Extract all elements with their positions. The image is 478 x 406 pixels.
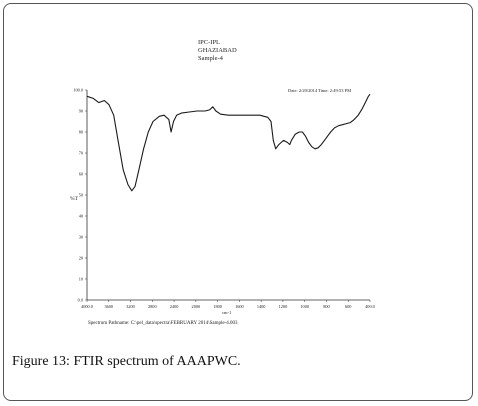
y-tick-label: 30 [79,235,83,240]
x-tick-label: 3200 [126,304,135,309]
figure-label: Figure 13: [12,354,70,369]
x-tick-label: 1400 [257,304,266,309]
x-tick-label: 3600 [104,304,113,309]
chart-time: Time: 2:49:53 PM [318,88,351,93]
x-tick-label: 2400 [170,304,179,309]
y-tick-label: 40 [79,214,83,219]
x-tick-label: 4000.0 [81,304,93,309]
header-line3: Sample-4 [198,55,224,62]
x-tick-label: 1200 [279,304,288,309]
header-line2: GHAZIABAD [198,47,237,54]
x-tick-labels: 4000.0 3600 3200 2800 2400 2000 1800 1600 1400 12… [81,300,375,309]
x-tick-label: 2000 [192,304,201,309]
y-tick-label: 70 [79,151,83,156]
figure-caption-text: FTIR spectrum of AAAPWC. [69,354,241,369]
x-tick-label: 600 [345,304,351,309]
y-tick-label: 10 [79,277,83,282]
y-tick-label: 20 [79,256,83,261]
chart-date: Date: 2/20/2014 [288,88,318,93]
x-tick-label: 1800 [213,304,222,309]
chart-axes [86,90,370,301]
y-tick-label: 100.0 [73,88,83,93]
x-tick-label: 1600 [235,304,244,309]
x-tick-label: 800 [323,304,329,309]
y-axis-label: %T [70,196,79,202]
header-line1: IPC-IPL [198,39,220,46]
figure-caption: Figure 13: FTIR spectrum of AAAPWC. [12,354,241,370]
y-tick-label: 50 [79,193,83,198]
figure-frame [3,3,473,401]
x-tick-label: 400.0 [365,304,375,309]
spectrum-pathname: Spectrum Pathname: C:\pel_data\spectra\F… [88,321,238,326]
chart-header: IPC-IPL GHAZIABAD Sample-4 [198,39,237,62]
x-tick-label: 2800 [148,304,157,309]
x-axis-label: cm-1 [222,310,231,315]
y-tick-labels: 0.0 10 20 30 40 50 60 70 80 90 100.0 [73,88,87,303]
ftir-chart: IPC-IPL GHAZIABAD Sample-4 Date: 2/20/20… [70,39,375,326]
y-tick-label: 60 [79,172,83,177]
y-tick-label: 80 [79,130,83,135]
x-tick-label: 1000 [300,304,309,309]
y-tick-label: 0.0 [78,298,83,303]
y-tick-label: 90 [79,109,83,114]
spectrum-series [86,93,371,192]
spectrum-line [86,93,371,192]
